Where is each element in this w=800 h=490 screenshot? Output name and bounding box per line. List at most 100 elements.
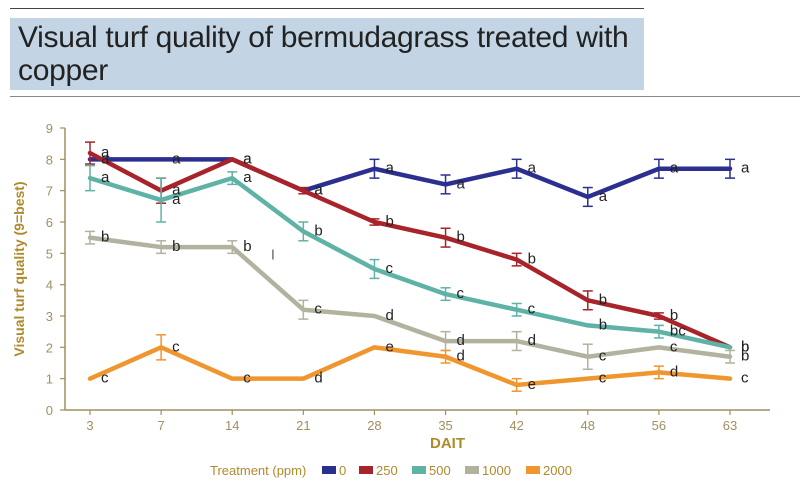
point-label: a: [741, 160, 750, 177]
point-label: b: [741, 338, 749, 355]
point-label: a: [314, 182, 323, 199]
point-label: c: [670, 338, 678, 355]
x-tick-label: 63: [723, 418, 737, 433]
chart-rule: [10, 96, 800, 97]
x-axis-title: DAIT: [430, 435, 465, 452]
legend-swatch-0: [322, 466, 336, 474]
point-label: b: [457, 229, 465, 246]
error-bar: [440, 227, 451, 248]
point-label: d: [385, 307, 393, 324]
point-label: d: [314, 370, 322, 387]
error-bar: [85, 164, 95, 192]
point-label: a: [172, 150, 181, 167]
y-tick-label: 1: [46, 372, 53, 387]
point-label: c: [599, 348, 607, 365]
error-bar: [653, 312, 664, 320]
point-label: c: [101, 370, 109, 387]
error-bar: [725, 349, 735, 364]
x-tick-label: 48: [581, 418, 595, 433]
legend-title: Treatment (ppm): [210, 463, 306, 478]
legend-swatch-2000: [526, 466, 540, 474]
point-label: a: [101, 169, 110, 186]
title-box: Visual turf quality of bermudagrass trea…: [10, 18, 644, 90]
series-line-2000: [87, 345, 733, 388]
error-bar: [298, 186, 309, 195]
error-bar: [85, 230, 95, 245]
x-tick-label: 14: [225, 418, 239, 433]
error-bar: [725, 158, 735, 179]
error-bar: [227, 171, 238, 186]
error-bar: [369, 158, 380, 179]
error-bar: [440, 287, 451, 302]
point-label: a: [599, 188, 608, 205]
point-label: a: [172, 191, 181, 208]
error-bar: [653, 158, 664, 179]
point-label: a: [101, 144, 110, 161]
point-label: e: [385, 338, 393, 355]
legend-entry-250: 250: [376, 463, 398, 478]
chart-title: Visual turf quality of bermudagrass trea…: [18, 21, 629, 87]
point-label: a: [385, 160, 394, 177]
point-label: a: [243, 150, 252, 167]
point-label: d: [457, 348, 465, 365]
point-label: c: [599, 370, 607, 387]
point-label: b: [314, 222, 322, 239]
error-bar: [298, 299, 309, 320]
error-bar: [440, 174, 451, 195]
point-label: a: [243, 169, 252, 186]
error-bar: [85, 141, 95, 165]
series-line-500: [87, 175, 733, 350]
error-bar: [511, 330, 522, 352]
series-line-0: [87, 157, 733, 200]
point-label: c: [243, 370, 251, 387]
point-label: c: [741, 370, 749, 387]
title-rule: [10, 8, 644, 9]
error-bar: [511, 158, 522, 179]
point-label: b: [741, 348, 749, 365]
point-label: b: [385, 213, 393, 230]
point-label: a: [243, 150, 252, 167]
point-label: b: [741, 338, 749, 355]
series-line-1000: [87, 235, 733, 359]
error-bar: [156, 177, 167, 223]
error-bar: [582, 343, 593, 371]
legend-entry-2000: 2000: [543, 463, 572, 478]
x-tick-label: 28: [367, 418, 381, 433]
point-label: c: [385, 260, 393, 277]
error-bar: [653, 365, 664, 380]
y-tick-label: 5: [46, 246, 53, 261]
y-tick-label: 7: [46, 184, 53, 199]
point-label: a: [172, 182, 181, 199]
error-bar: [298, 221, 309, 242]
y-tick-label: 4: [46, 278, 53, 293]
legend-swatch-1000: [465, 466, 479, 474]
series-line-250: [87, 150, 733, 350]
point-label: c: [172, 338, 180, 355]
x-tick-label: 3: [86, 418, 93, 433]
point-label: e: [528, 376, 536, 393]
error-bar: [369, 258, 380, 280]
y-tick-label: 0: [46, 403, 53, 418]
annotation-mark: l: [271, 247, 274, 263]
point-label: c: [314, 301, 322, 318]
legend-entry-0: 0: [339, 463, 346, 478]
x-tick-label: 42: [509, 418, 523, 433]
y-tick-label: 3: [46, 309, 53, 324]
point-label: c: [457, 285, 465, 302]
point-label: b: [599, 291, 607, 308]
legend-entry-500: 500: [429, 463, 451, 478]
x-tick-label: 56: [652, 418, 666, 433]
point-label: b: [528, 251, 536, 268]
point-label: a: [670, 160, 679, 177]
point-label: a: [457, 175, 466, 192]
error-bar: [653, 324, 664, 339]
y-tick-label: 8: [46, 152, 53, 167]
error-bar: [582, 186, 593, 208]
legend-swatch-250: [359, 466, 373, 474]
point-label: d: [457, 332, 465, 349]
point-label: c: [528, 301, 536, 318]
series-layer: [85, 141, 735, 392]
error-bar: [227, 240, 238, 255]
